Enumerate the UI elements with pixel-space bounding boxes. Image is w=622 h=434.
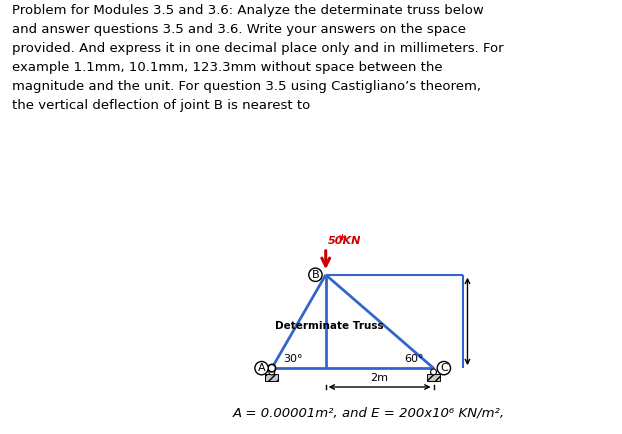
Bar — [427, 374, 440, 381]
Text: A = 0.00001m², and E = 200x10⁶ KN/m²,: A = 0.00001m², and E = 200x10⁶ KN/m², — [233, 407, 505, 420]
Text: C: C — [440, 363, 448, 373]
Text: 30°: 30° — [284, 354, 303, 365]
Circle shape — [430, 369, 437, 375]
Text: Problem for Modules 3.5 and 3.6: Analyze the determinate truss below
and answer : Problem for Modules 3.5 and 3.6: Analyze… — [12, 4, 504, 112]
Text: B: B — [312, 270, 319, 280]
Text: *: * — [338, 233, 345, 246]
Text: 2m: 2m — [371, 373, 389, 383]
Text: 50KN: 50KN — [328, 236, 361, 246]
Text: A: A — [258, 363, 266, 373]
Bar — [266, 374, 278, 381]
Text: Determinate Truss: Determinate Truss — [274, 321, 383, 331]
Circle shape — [269, 369, 275, 375]
Circle shape — [268, 365, 276, 372]
Text: 60°: 60° — [404, 354, 424, 365]
